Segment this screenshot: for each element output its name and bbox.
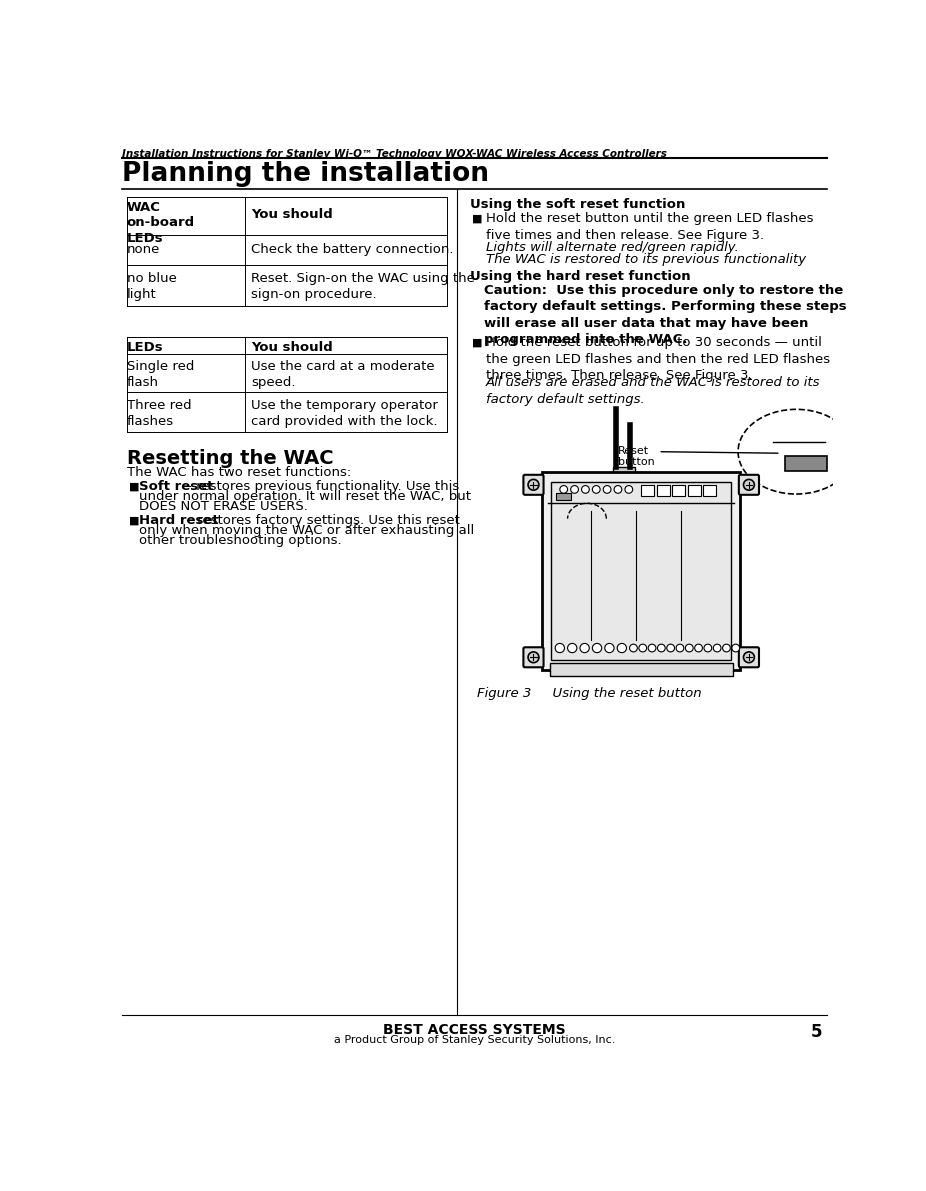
Circle shape xyxy=(605,643,614,653)
Circle shape xyxy=(580,643,589,653)
Circle shape xyxy=(560,486,568,493)
Bar xyxy=(672,485,685,495)
Text: Lights will alternate red/green rapidly.: Lights will alternate red/green rapidly. xyxy=(486,242,739,255)
Bar xyxy=(657,485,669,495)
Text: ■: ■ xyxy=(472,338,482,348)
Text: The WAC is restored to its previous functionality: The WAC is restored to its previous func… xyxy=(486,252,807,266)
Text: Use the card at a moderate
speed.: Use the card at a moderate speed. xyxy=(251,360,435,389)
Text: The WAC has two reset functions:: The WAC has two reset functions: xyxy=(127,467,351,479)
Circle shape xyxy=(603,486,611,493)
Text: Using the soft reset function: Using the soft reset function xyxy=(469,199,685,211)
Text: Single red
flash: Single red flash xyxy=(127,360,194,389)
Text: none: none xyxy=(127,243,160,256)
Text: LEDs: LEDs xyxy=(127,341,163,354)
Text: Planning the installation: Planning the installation xyxy=(122,161,489,187)
Text: under normal operation. It will reset the WAC, but: under normal operation. It will reset th… xyxy=(139,491,471,503)
Circle shape xyxy=(570,486,579,493)
Text: All users are erased and the WAC is restored to its
factory default settings.: All users are erased and the WAC is rest… xyxy=(486,376,820,406)
Circle shape xyxy=(694,644,703,651)
Circle shape xyxy=(568,643,577,653)
Circle shape xyxy=(528,480,539,491)
Text: Hard reset: Hard reset xyxy=(139,515,219,528)
Text: Check the battery connection.: Check the battery connection. xyxy=(251,243,454,256)
Text: Hold the reset button for up to 30 seconds — until
the green LED flashes and the: Hold the reset button for up to 30 secon… xyxy=(486,336,831,382)
Bar xyxy=(784,455,827,470)
Circle shape xyxy=(648,644,656,651)
Circle shape xyxy=(625,486,632,493)
FancyBboxPatch shape xyxy=(523,475,544,494)
Circle shape xyxy=(630,644,637,651)
Circle shape xyxy=(528,651,539,662)
Circle shape xyxy=(593,486,600,493)
Bar xyxy=(542,473,741,669)
Circle shape xyxy=(713,644,721,651)
FancyBboxPatch shape xyxy=(523,647,544,667)
Bar xyxy=(641,485,655,495)
Text: Resetting the WAC: Resetting the WAC xyxy=(127,449,333,468)
Circle shape xyxy=(685,644,694,651)
Bar xyxy=(703,485,717,495)
Text: WAC
on-board
LEDs: WAC on-board LEDs xyxy=(127,200,194,244)
Text: Hold the reset button until the green LED flashes
five times and then release. S: Hold the reset button until the green LE… xyxy=(486,212,814,242)
Circle shape xyxy=(617,643,627,653)
Text: Using the hard reset function: Using the hard reset function xyxy=(469,270,691,283)
Circle shape xyxy=(676,644,683,651)
Text: ■: ■ xyxy=(129,516,140,525)
Text: other troubleshooting options.: other troubleshooting options. xyxy=(139,534,342,547)
Text: Caution:  Use this procedure only to restore the
factory default settings. Perfo: Caution: Use this procedure only to rest… xyxy=(484,283,846,347)
Circle shape xyxy=(744,651,755,662)
Circle shape xyxy=(744,480,755,491)
Text: – restores previous functionality. Use this: – restores previous functionality. Use t… xyxy=(181,480,459,493)
Circle shape xyxy=(657,644,665,651)
Text: Reset
button: Reset button xyxy=(618,445,655,467)
Circle shape xyxy=(667,644,674,651)
FancyBboxPatch shape xyxy=(739,475,759,494)
Text: no blue
light: no blue light xyxy=(127,273,177,301)
Bar xyxy=(556,493,571,500)
Circle shape xyxy=(582,486,589,493)
Circle shape xyxy=(556,643,565,653)
Circle shape xyxy=(704,644,712,651)
FancyBboxPatch shape xyxy=(739,647,759,667)
Text: BEST ACCESS SYSTEMS: BEST ACCESS SYSTEMS xyxy=(383,1023,566,1037)
Text: 5: 5 xyxy=(811,1023,822,1041)
Text: ■: ■ xyxy=(472,213,482,224)
Text: You should: You should xyxy=(251,341,333,354)
Text: Three red
flashes: Three red flashes xyxy=(127,399,192,428)
Bar xyxy=(550,663,732,675)
Text: Installation Instructions for Stanley Wi-Q™ Technology WQX-WAC Wireless Access C: Installation Instructions for Stanley Wi… xyxy=(122,149,667,160)
Circle shape xyxy=(614,486,622,493)
Bar xyxy=(551,481,732,660)
Text: Reset. Sign-on the WAC using the
sign-on procedure.: Reset. Sign-on the WAC using the sign-on… xyxy=(251,273,475,301)
Bar xyxy=(613,467,635,480)
Text: You should: You should xyxy=(251,207,333,220)
Circle shape xyxy=(593,643,602,653)
Text: ■: ■ xyxy=(129,481,140,492)
Bar xyxy=(688,485,701,495)
Text: Soft reset: Soft reset xyxy=(139,480,213,493)
Text: a Product Group of Stanley Security Solutions, Inc.: a Product Group of Stanley Security Solu… xyxy=(334,1035,615,1045)
Text: DOES NOT ERASE USERS.: DOES NOT ERASE USERS. xyxy=(139,500,307,513)
Circle shape xyxy=(732,644,740,651)
Text: only when moving the WAC or after exhausting all: only when moving the WAC or after exhaus… xyxy=(139,524,474,537)
Text: Figure 3     Using the reset button: Figure 3 Using the reset button xyxy=(477,686,702,699)
Text: – restores factory settings. Use this reset: – restores factory settings. Use this re… xyxy=(182,515,460,528)
Circle shape xyxy=(722,644,731,651)
Text: Use the temporary operator
card provided with the lock.: Use the temporary operator card provided… xyxy=(251,399,438,428)
Circle shape xyxy=(639,644,646,651)
